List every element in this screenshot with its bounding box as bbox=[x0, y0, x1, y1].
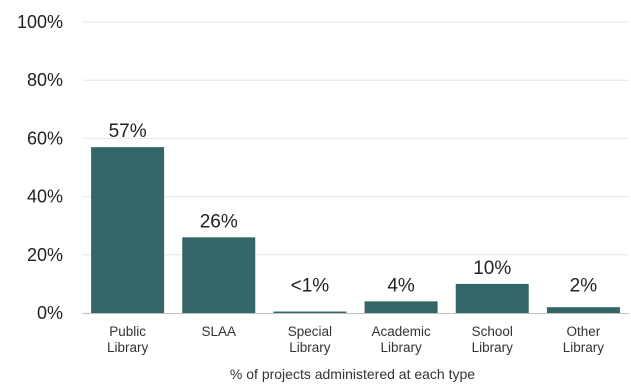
x-tick-label: Public Library bbox=[107, 324, 149, 355]
y-tick-label: 20% bbox=[27, 245, 63, 265]
data-label: 10% bbox=[473, 258, 511, 279]
data-label: 57% bbox=[109, 121, 147, 142]
x-axis-ticks: Public Library SLAA Special Library Academic L… bbox=[107, 324, 604, 355]
bar bbox=[546, 307, 620, 313]
bar bbox=[91, 147, 165, 313]
x-axis-title: % of projects administered at each type bbox=[230, 366, 475, 382]
y-tick-label: 60% bbox=[27, 128, 63, 148]
x-tick-label: Special Library bbox=[288, 324, 332, 355]
bars bbox=[91, 147, 620, 313]
bar bbox=[273, 311, 347, 313]
y-tick-label: 100% bbox=[17, 12, 63, 32]
bar bbox=[182, 237, 256, 313]
x-tick-label: Academic Library bbox=[371, 324, 431, 355]
data-labels: 57% 26% <1% 4% 10% 2% bbox=[109, 121, 598, 296]
x-tick-label: Other Library bbox=[563, 324, 605, 355]
bar bbox=[455, 283, 529, 313]
y-tick-label: 0% bbox=[37, 303, 63, 323]
gridlines bbox=[82, 21, 629, 256]
bar bbox=[364, 301, 438, 313]
data-label: 26% bbox=[200, 211, 238, 232]
y-tick-label: 40% bbox=[27, 187, 63, 207]
y-tick-label: 80% bbox=[27, 70, 63, 90]
x-tick-label: School Library bbox=[472, 324, 514, 355]
data-label: <1% bbox=[291, 275, 330, 296]
x-tick-label: SLAA bbox=[201, 324, 236, 339]
y-axis-ticks: 0% 20% 40% 60% 80% 100% bbox=[17, 12, 63, 323]
data-label: 4% bbox=[387, 275, 415, 296]
data-label: 2% bbox=[570, 275, 598, 296]
